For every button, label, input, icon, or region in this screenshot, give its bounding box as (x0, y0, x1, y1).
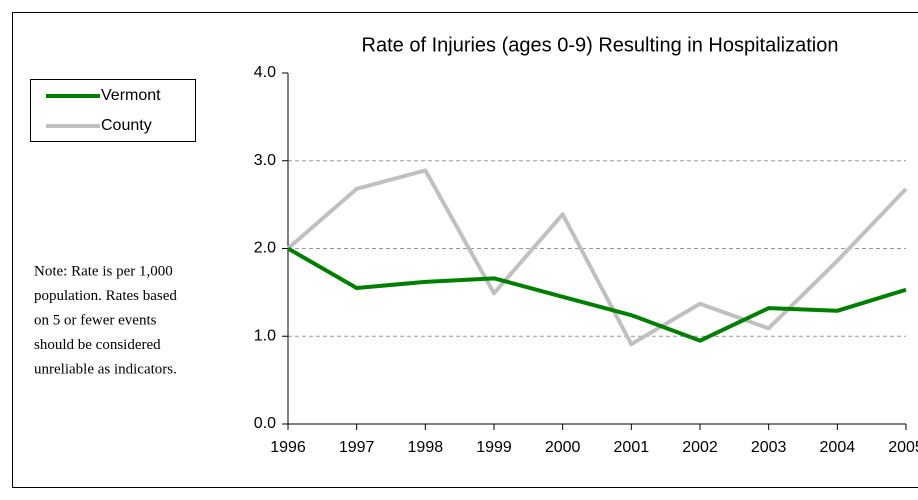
legend-box (30, 79, 196, 142)
x-tick-label: 1996 (270, 439, 306, 456)
x-tick-label: 2004 (820, 439, 856, 456)
note: unreliable as indicators. (34, 361, 177, 377)
x-tick-label: 1997 (339, 439, 375, 456)
y-tick-label: 0.0 (254, 415, 276, 432)
note: Note: Rate is per 1,000 (34, 263, 173, 279)
series-line (286, 168, 908, 347)
x-tick-label: 2000 (545, 439, 581, 456)
x-tick-label: 2002 (682, 439, 718, 456)
note: should be considered (34, 337, 161, 353)
x-tick-label: 2001 (614, 439, 650, 456)
chart-border (12, 12, 918, 488)
x-tick-label: 1999 (476, 439, 512, 456)
y-tick-label: 2.0 (254, 240, 276, 257)
legend-label: Vermont (101, 87, 161, 104)
x-tick-label: 1998 (408, 439, 444, 456)
x-tick-label: 2005 (888, 439, 918, 456)
y-tick-label: 1.0 (254, 327, 276, 344)
series-line (287, 246, 907, 343)
x-tick-label: 2003 (751, 439, 787, 456)
y-tick-label: 3.0 (254, 152, 276, 169)
y-tick-label: 4.0 (254, 64, 276, 81)
note: population. Rates based (34, 288, 177, 304)
legend-label: County (101, 117, 152, 134)
chart-title: Rate of Injuries (ages 0-9) Resulting in… (362, 34, 839, 56)
note: on 5 or fewer events (34, 312, 157, 328)
